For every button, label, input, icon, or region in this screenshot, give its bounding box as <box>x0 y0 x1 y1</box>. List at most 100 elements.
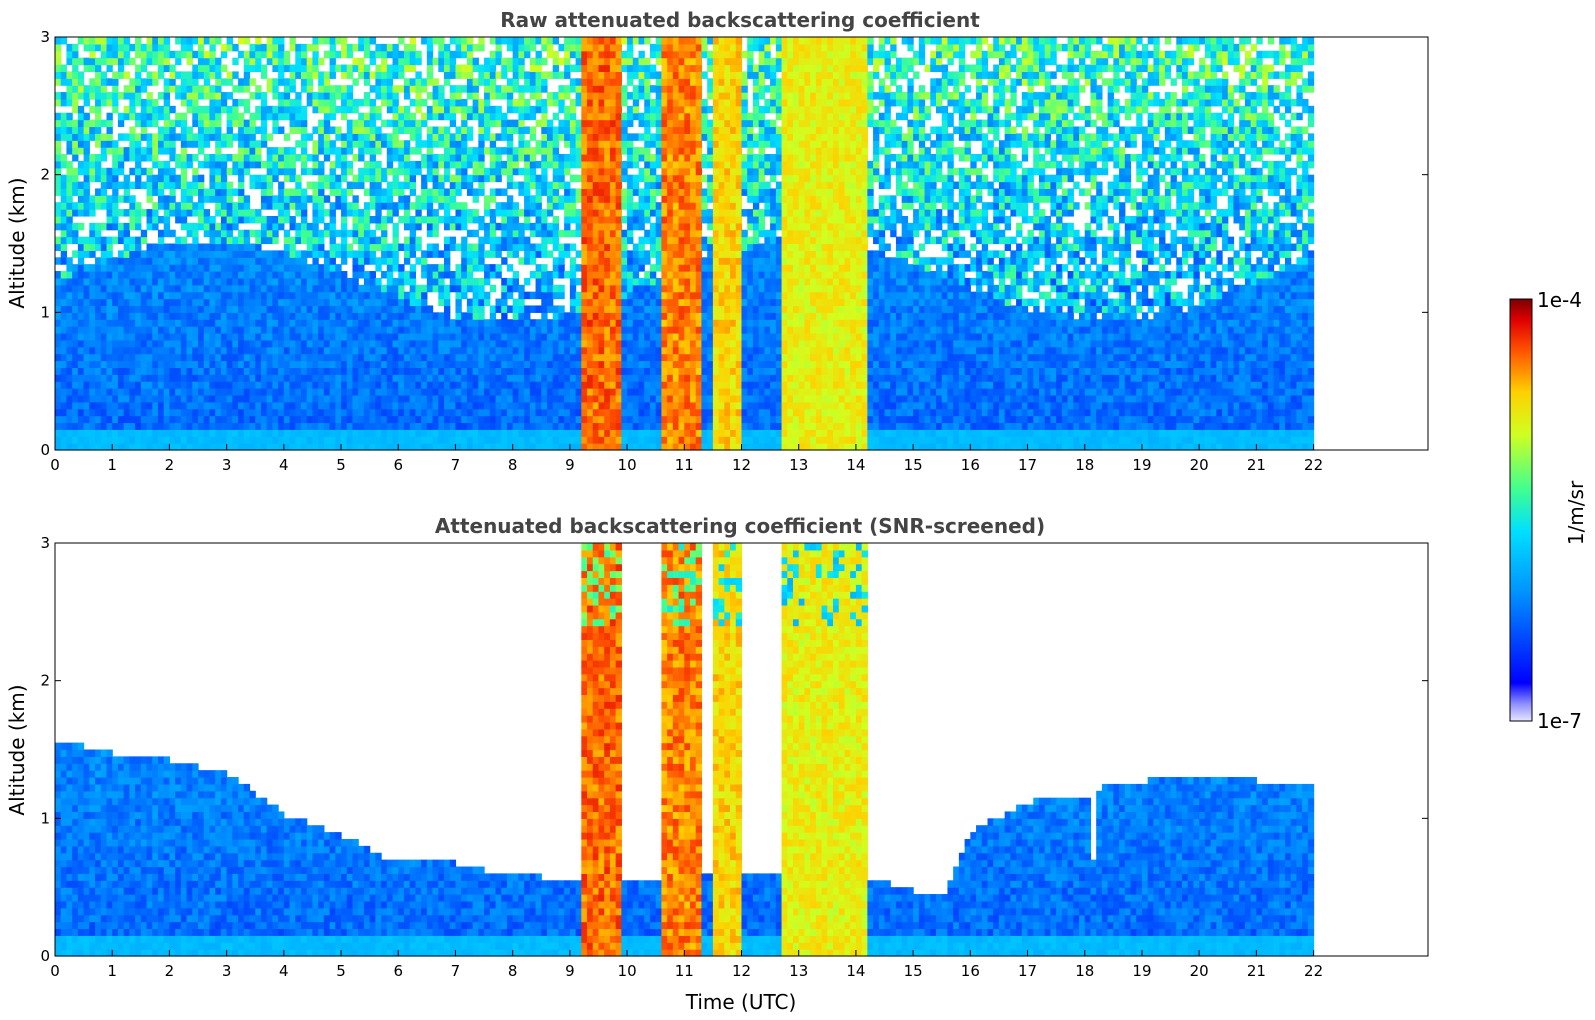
heatmap-cell <box>552 215 560 224</box>
heatmap-cell <box>501 298 508 307</box>
heatmap-cell <box>506 339 514 348</box>
heatmap-cell <box>592 388 600 396</box>
heatmap-cell <box>604 381 611 389</box>
heatmap-cell <box>375 319 382 327</box>
heatmap-cell <box>529 167 537 176</box>
heatmap-cell <box>512 422 519 430</box>
heatmap-cell <box>581 174 588 183</box>
heatmap-cell <box>312 332 319 341</box>
heatmap-cell <box>604 374 611 382</box>
heatmap-cell <box>123 346 130 355</box>
heatmap-cell <box>569 160 577 169</box>
heatmap-cell <box>375 305 382 313</box>
heatmap-cell <box>352 209 359 217</box>
heatmap-cell <box>209 271 216 279</box>
heatmap-cell <box>558 332 565 341</box>
heatmap-cell <box>146 277 153 286</box>
heatmap-cell <box>301 298 308 307</box>
heatmap-cell <box>295 443 302 451</box>
heatmap-cell <box>117 271 125 279</box>
heatmap-cell <box>518 92 525 100</box>
heatmap-cell <box>558 43 565 52</box>
heatmap-cell <box>546 339 554 348</box>
heatmap-cell <box>220 154 228 162</box>
heatmap-cell <box>369 312 376 320</box>
heatmap-cell <box>272 64 279 73</box>
heatmap-cell <box>220 243 228 251</box>
heatmap-cell <box>255 92 262 100</box>
heatmap-cell <box>444 319 451 327</box>
heatmap-cell <box>524 429 531 437</box>
heatmap-cell <box>381 408 388 417</box>
heatmap-cell <box>484 119 491 128</box>
heatmap-cell <box>135 388 142 396</box>
heatmap-cell <box>283 57 291 66</box>
heatmap-cell <box>272 298 279 307</box>
heatmap-cell <box>215 119 222 128</box>
heatmap-cell <box>117 429 125 437</box>
heatmap-cell <box>323 388 331 396</box>
heatmap-cell <box>266 284 273 293</box>
heatmap-cell <box>289 436 296 444</box>
heatmap-cell <box>358 436 365 444</box>
heatmap-cell <box>238 408 245 417</box>
heatmap-cell <box>415 394 422 403</box>
heatmap-cell <box>363 277 371 286</box>
heatmap-cell <box>203 346 211 355</box>
heatmap-cell <box>283 429 291 437</box>
heatmap-cell <box>341 174 348 183</box>
heatmap-cell <box>238 353 245 362</box>
heatmap-cell <box>55 443 62 451</box>
heatmap-cell <box>363 257 371 265</box>
heatmap-cell <box>415 215 422 224</box>
heatmap-cell <box>243 147 251 155</box>
heatmap-cell <box>569 215 577 224</box>
heatmap-cell <box>484 105 491 114</box>
heatmap-cell <box>140 126 148 134</box>
heatmap-cell <box>283 422 291 430</box>
heatmap-cell <box>592 291 600 300</box>
heatmap-cell <box>243 319 251 327</box>
heatmap-cell <box>66 319 73 327</box>
heatmap-cell <box>564 339 571 348</box>
heatmap-cell <box>438 126 445 134</box>
heatmap-cell <box>272 43 279 52</box>
heatmap-cell <box>272 346 279 355</box>
heatmap-cell <box>106 339 113 348</box>
heatmap-cell <box>83 284 90 293</box>
heatmap-cell <box>552 126 560 134</box>
heatmap-cell <box>146 388 153 396</box>
heatmap-cell <box>501 209 508 217</box>
heatmap-cell <box>301 257 308 265</box>
heatmap-cell <box>295 222 302 231</box>
heatmap-cell <box>398 105 405 114</box>
heatmap-cell <box>581 140 588 148</box>
heatmap-cell <box>135 443 142 451</box>
heatmap-cell <box>381 298 388 307</box>
heatmap-cell <box>117 332 125 341</box>
heatmap-cell <box>146 154 153 162</box>
heatmap-cell <box>541 181 548 190</box>
heatmap-cell <box>432 133 439 141</box>
heatmap-cell <box>604 401 611 410</box>
heatmap-cell <box>89 222 96 231</box>
heatmap-cell <box>238 188 245 196</box>
heatmap-cell <box>175 332 182 341</box>
heatmap-cell <box>341 436 348 444</box>
heatmap-cell <box>163 443 171 451</box>
heatmap-cell <box>558 119 565 128</box>
heatmap-cell <box>169 154 176 162</box>
heatmap-cell <box>192 181 199 190</box>
heatmap-cell <box>112 388 119 396</box>
heatmap-cell <box>546 195 554 203</box>
heatmap-cell <box>83 353 90 362</box>
heatmap-cell <box>215 271 222 279</box>
heatmap-cell <box>592 271 600 279</box>
heatmap-cell <box>323 174 331 183</box>
heatmap-cell <box>95 381 102 389</box>
heatmap-cell <box>83 112 90 121</box>
heatmap-cell <box>346 126 354 134</box>
heatmap-cell <box>518 98 525 107</box>
heatmap-cell <box>426 195 434 203</box>
heatmap-cell <box>506 415 514 424</box>
